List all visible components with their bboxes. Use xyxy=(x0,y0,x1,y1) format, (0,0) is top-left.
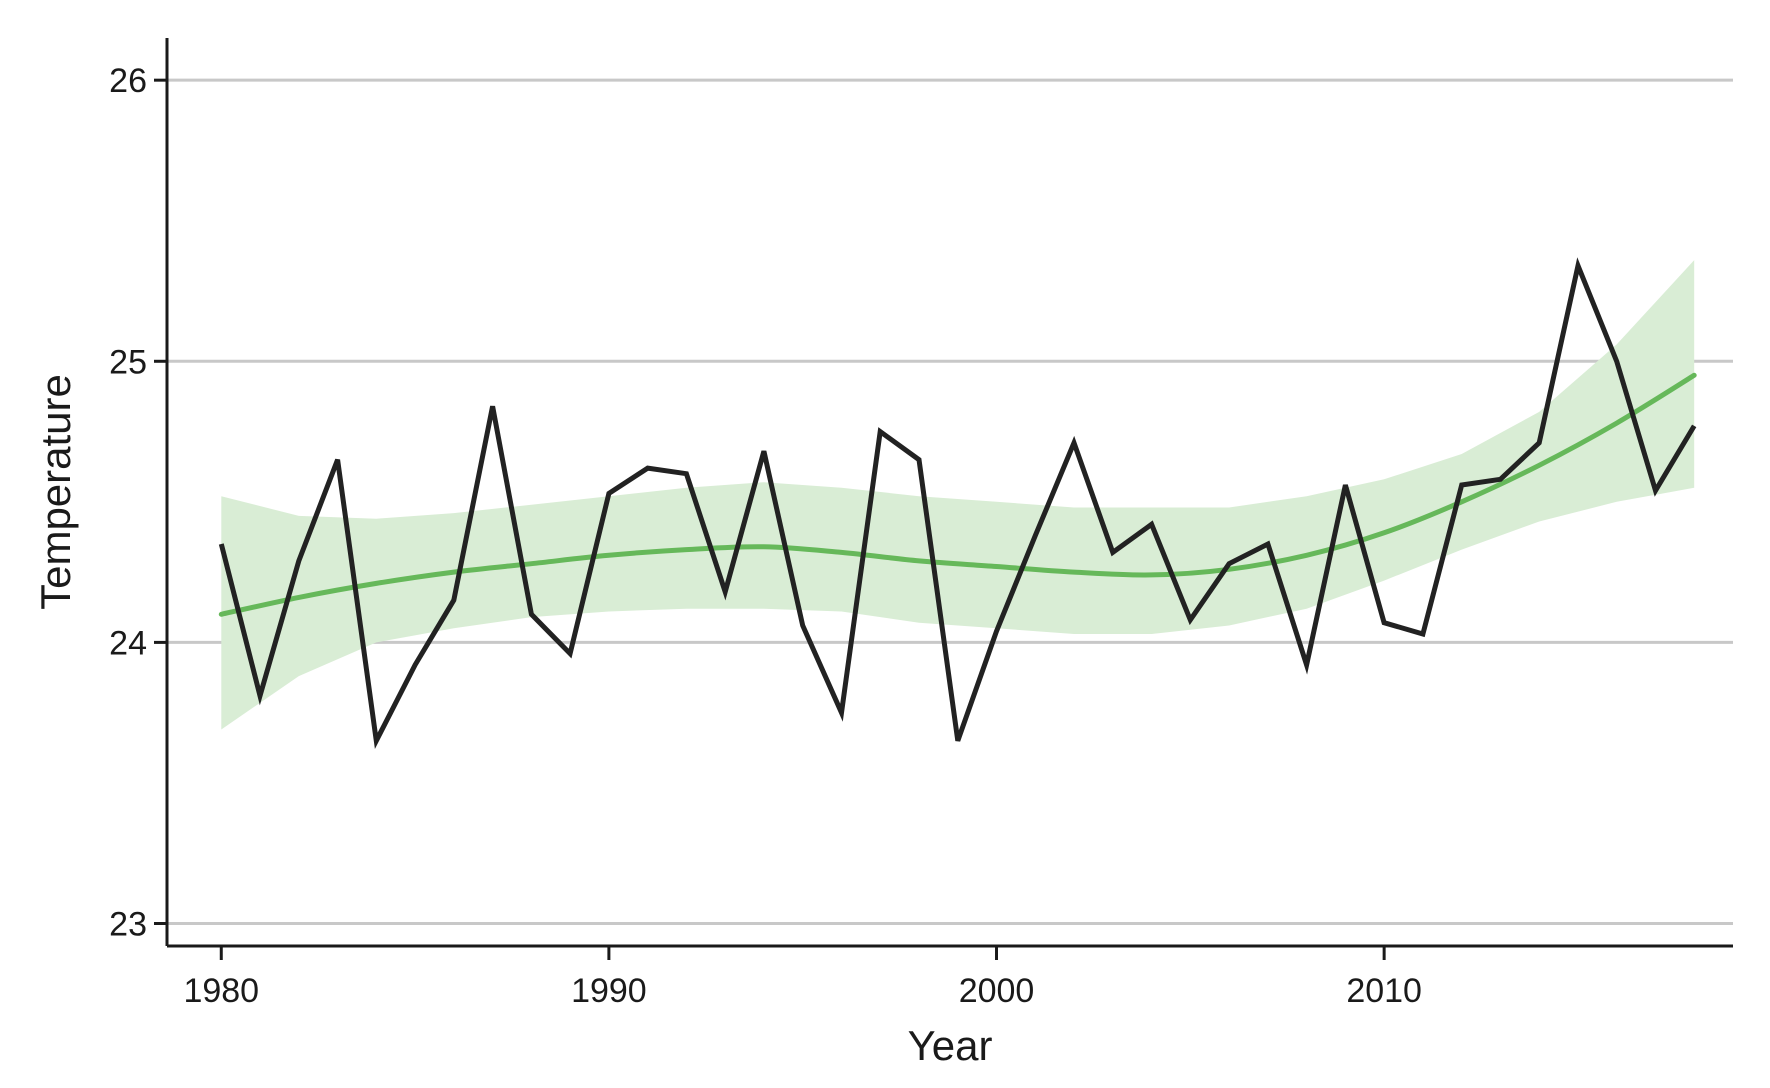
y-tick-label-23: 23 xyxy=(109,906,147,944)
observed-series xyxy=(218,257,1697,750)
y-tick-label-24: 24 xyxy=(109,624,147,662)
x-tick-label-2010: 2010 xyxy=(1346,972,1422,1010)
ticks: 23 24 25 26 1980 1990 2000 2010 xyxy=(109,62,1422,1010)
x-axis-title: Year xyxy=(908,1022,993,1069)
x-tick-label-2000: 2000 xyxy=(959,972,1035,1010)
smooth-trend-line xyxy=(218,372,1697,617)
y-axis-title: Temperature xyxy=(32,374,79,610)
confidence-band-area xyxy=(221,260,1695,730)
y-tick-label-26: 26 xyxy=(109,62,147,100)
y-tick-label-25: 25 xyxy=(109,343,147,381)
smooth-trend xyxy=(218,372,1697,617)
confidence-band xyxy=(221,260,1695,730)
x-tick-label-1990: 1990 xyxy=(571,972,647,1010)
axes xyxy=(165,38,1733,948)
x-tick-label-1980: 1980 xyxy=(183,972,259,1010)
